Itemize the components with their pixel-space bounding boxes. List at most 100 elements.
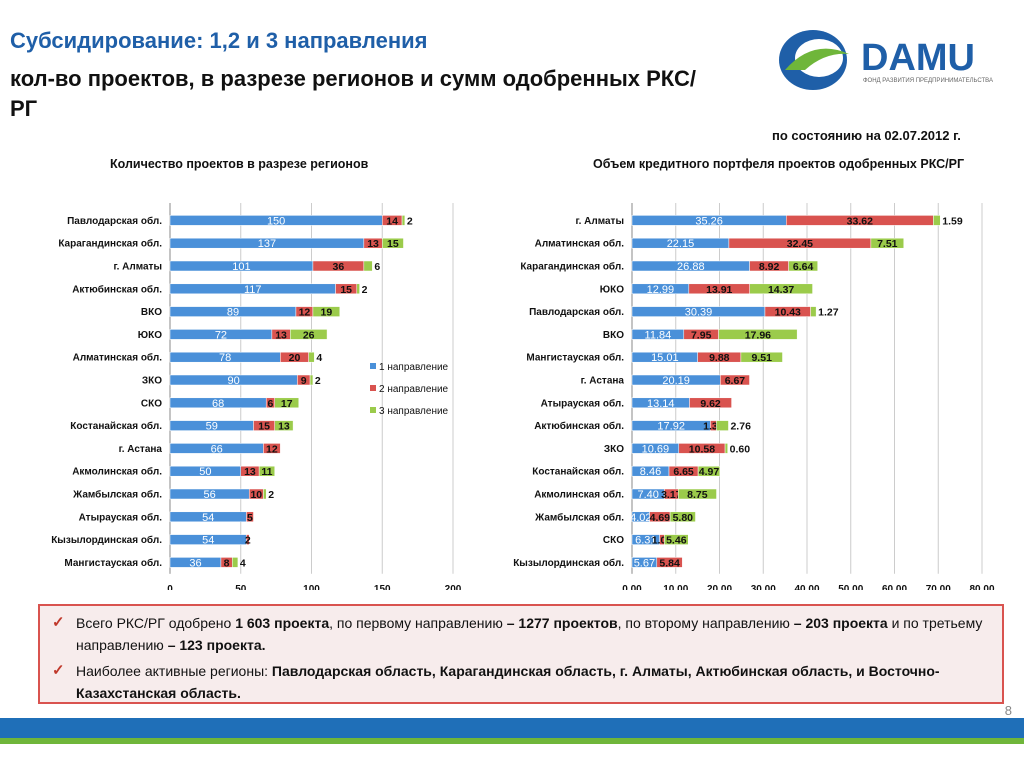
- loan-portfolio-chart: 0.00 10.00 20.00 30.00 40.00 50.00 60.00 70.00 8…: [513, 203, 995, 590]
- data-label: 56: [203, 489, 215, 501]
- footer-accent-bar: [0, 738, 1024, 744]
- bar-segment: [724, 443, 728, 454]
- category-label: Карагандинская обл.: [58, 238, 162, 250]
- category-label: Кызылординская обл.: [513, 557, 624, 569]
- category-label: Костанайская обл.: [532, 466, 624, 478]
- data-label: 36: [189, 557, 201, 569]
- data-label: 4: [316, 352, 322, 364]
- data-label: 13: [367, 238, 379, 250]
- data-label: 15: [387, 238, 399, 250]
- data-label: 5.67: [634, 557, 655, 569]
- x-tick-label: 0.00: [622, 584, 642, 590]
- data-label: 9.51: [751, 352, 772, 364]
- bar-segment: [263, 443, 281, 454]
- data-label: 13.14: [647, 398, 675, 410]
- left-chart-title: Количество проектов в разрезе регионов: [110, 157, 369, 171]
- bar-segment: [308, 351, 315, 363]
- data-label: 17.96: [745, 329, 771, 341]
- category-label: ЗКО: [604, 444, 624, 455]
- category-label: ВКО: [141, 307, 162, 318]
- data-label: 9: [301, 375, 307, 387]
- bar-segment: [290, 329, 328, 340]
- category-label: Акмолинская обл.: [534, 489, 624, 501]
- summary-item-regions: ✓ Наиболее активные регионы: Павлодарска…: [52, 662, 940, 701]
- category-label: ЗКО: [142, 376, 162, 387]
- bar-segment: [309, 374, 314, 386]
- category-label: Павлодарская обл.: [529, 306, 624, 318]
- bar-segment: [716, 420, 729, 431]
- data-label: 6: [268, 398, 274, 410]
- bar-segment: [232, 557, 239, 568]
- data-label: 2: [245, 535, 251, 547]
- category-label: г. Астана: [581, 376, 625, 387]
- legend-label: 2 направление: [379, 384, 449, 395]
- category-label: Жамбылская обл.: [72, 489, 162, 501]
- bar-segment: [263, 488, 267, 500]
- data-label: 137: [258, 238, 276, 250]
- page-number: 8: [1004, 703, 1012, 718]
- page-subtitle: кол-во проектов, в разрезе регионов и су…: [10, 66, 696, 121]
- legend-label: 1 направление: [379, 362, 449, 373]
- summary-item-total: ✓ Всего РКС/РГ одобрено 1 603 проекта, п…: [52, 614, 983, 653]
- data-label: 66: [211, 443, 223, 455]
- category-label: Павлодарская обл.: [67, 215, 162, 227]
- bar-segment: [656, 557, 683, 568]
- data-label: 17: [281, 398, 293, 410]
- projects-by-region-chart: 0 50 100 150 200 Павлодарская обл. 150 14 2 Караг…: [51, 203, 462, 590]
- data-label: 6.64: [793, 261, 814, 273]
- bar-segment: [363, 260, 373, 272]
- data-label: 54: [202, 535, 214, 547]
- x-tick-label: 40.00: [794, 584, 819, 590]
- logo-swirl-green: [785, 48, 849, 70]
- data-label: 1.27: [818, 307, 839, 319]
- bar-segment: [246, 534, 250, 545]
- data-label: 59: [206, 421, 218, 433]
- data-label: 6.65: [673, 466, 694, 478]
- legend-swatch: [370, 407, 376, 413]
- bar-segment: [312, 306, 341, 317]
- x-tick-label: 100: [303, 584, 320, 590]
- data-label: 8.92: [759, 261, 780, 273]
- bar-segment: [669, 511, 696, 523]
- data-label: 9.62: [700, 398, 721, 410]
- data-label: 15: [340, 284, 352, 296]
- category-label: СКО: [141, 398, 162, 409]
- x-tick-label: 80.00: [969, 584, 994, 590]
- data-label: 4.02: [630, 512, 651, 524]
- data-label: 5.84: [659, 557, 680, 569]
- data-label: 8.75: [687, 489, 708, 501]
- category-label: Жамбылская обл.: [534, 511, 624, 523]
- legend-swatch: [370, 385, 376, 391]
- data-label: 90: [228, 375, 240, 387]
- data-label: 12.99: [647, 284, 675, 296]
- category-label: г. Алматы: [575, 216, 624, 227]
- data-label: 4.69: [650, 512, 671, 524]
- bar-segment: [740, 351, 783, 363]
- footer-bar: [0, 718, 1024, 738]
- data-label: 9.88: [709, 352, 730, 364]
- category-label: г. Алматы: [113, 262, 162, 273]
- bar-segment: [677, 488, 717, 500]
- data-label: 20.19: [662, 375, 690, 387]
- category-label: ВКО: [603, 330, 624, 341]
- data-label: 26: [303, 329, 315, 341]
- logo-subtitle: ФОНД РАЗВИТИЯ ПРЕДПРИНИМАТЕЛЬСТВА: [863, 78, 993, 84]
- category-label: Кызылординская обл.: [51, 534, 162, 546]
- x-tick-label: 150: [374, 584, 391, 590]
- bar-segment: [933, 215, 941, 226]
- check-icon: ✓: [52, 614, 65, 631]
- x-tick-label: 20.00: [707, 584, 732, 590]
- data-label: 7.95: [691, 329, 712, 341]
- data-label: 10.43: [775, 307, 801, 319]
- bar-segment: [689, 397, 732, 409]
- damu-logo: DAMU ФОНД РАЗВИТИЯ ПРЕДПРИНИМАТЕЛЬСТВА: [779, 30, 993, 90]
- data-label: 54: [202, 512, 214, 524]
- category-label: Мангистауская обл.: [526, 352, 624, 364]
- data-label: 14: [386, 215, 398, 227]
- data-label: 4.97: [699, 466, 720, 478]
- data-label: 8: [224, 557, 230, 569]
- data-label: 50: [199, 466, 211, 478]
- data-label: 13: [275, 329, 287, 341]
- data-label: 2: [315, 375, 321, 387]
- category-label: Актюбинская обл.: [534, 420, 624, 432]
